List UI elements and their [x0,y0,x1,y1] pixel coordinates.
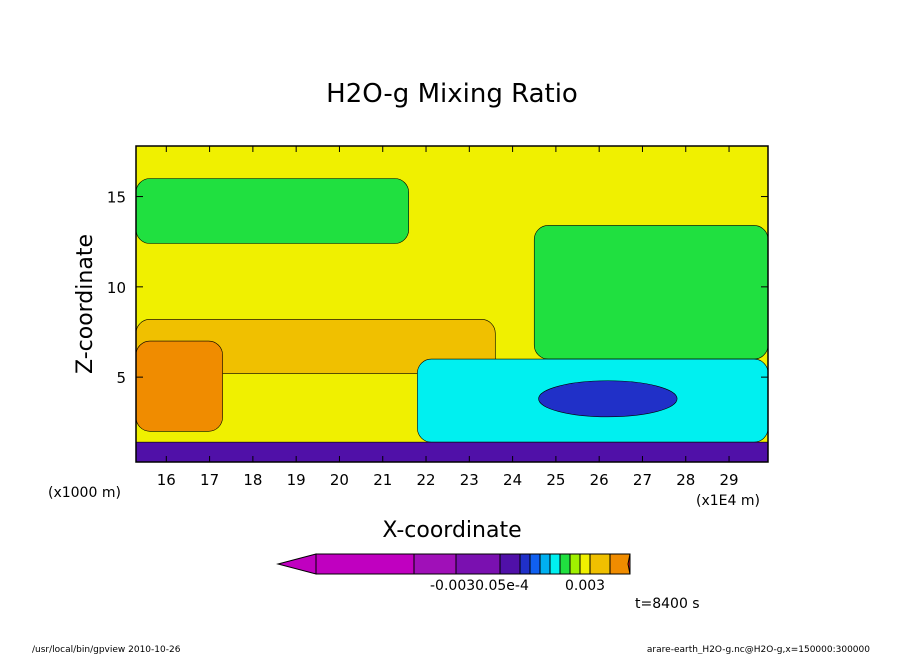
x-axis: 16 17 18 19 20 21 22 23 24 25 26 27 28 29 [157,146,739,489]
colorbar-segment [499,553,521,575]
contour-regions [136,178,768,462]
chart-title: H2O-g Mixing Ratio [326,79,578,109]
colorbar-segment [529,553,541,575]
colorbar-segment [539,553,551,575]
colorbar-segment [519,553,531,575]
colorbar-label-right: 0.003 [565,578,605,594]
y-tick-label: 15 [107,189,126,207]
x-tick-label: 26 [590,471,609,489]
colorbar-label-left: -0.0030.05e-4 [430,578,529,594]
colorbar-segment [589,553,611,575]
colorbar-segment [609,553,631,575]
x-unit-label: (x1E4 m) [696,493,760,509]
time-annotation: t=8400 s [635,596,700,612]
plot-frame [135,145,769,463]
colorbar-segment [455,553,501,575]
y-tick-label: 5 [116,369,126,387]
x-tick-label: 17 [200,471,219,489]
y-tick-label: 10 [107,279,126,297]
colorbar-segment [559,553,571,575]
x-tick-label: 22 [416,471,435,489]
footer-right: arare-earth_H2O-g.nc@H2O-g,x=150000:3000… [647,645,870,654]
y-unit-label: (x1000 m) [48,485,121,501]
x-axis-label: X-coordinate [382,518,521,543]
region-upper-moist [136,178,410,244]
plot-area [136,146,768,462]
colorbar-segment [579,553,591,575]
footer-left: /usr/local/bin/gpview 2010-10-26 [32,645,181,654]
colorbar-arrow-right [627,553,631,575]
y-axis-label: Z-coordinate [73,234,98,374]
region-surface-layer [136,441,768,462]
x-tick-label: 19 [287,471,306,489]
x-tick-label: 25 [546,471,565,489]
colorbar [276,553,631,575]
y-axis: 5 10 15 [107,189,768,387]
x-tick-label: 21 [373,471,392,489]
x-tick-label: 23 [460,471,479,489]
x-tick-label: 27 [633,471,652,489]
x-tick-label: 24 [503,471,522,489]
region-blue-core [538,380,678,418]
colorbar-segment [569,553,581,575]
x-tick-label: 16 [157,471,176,489]
x-tick-label: 20 [330,471,349,489]
colorbar-segment [413,553,457,575]
colorbar-segment [549,553,561,575]
x-tick-label: 28 [676,471,695,489]
colorbar-arrow-left [276,553,317,575]
colorbar-segment [315,553,415,575]
region-orange-band [136,319,496,374]
region-dry-core [136,340,223,432]
region-right-moist [533,225,768,360]
x-tick-label: 18 [243,471,262,489]
x-tick-label: 29 [719,471,738,489]
